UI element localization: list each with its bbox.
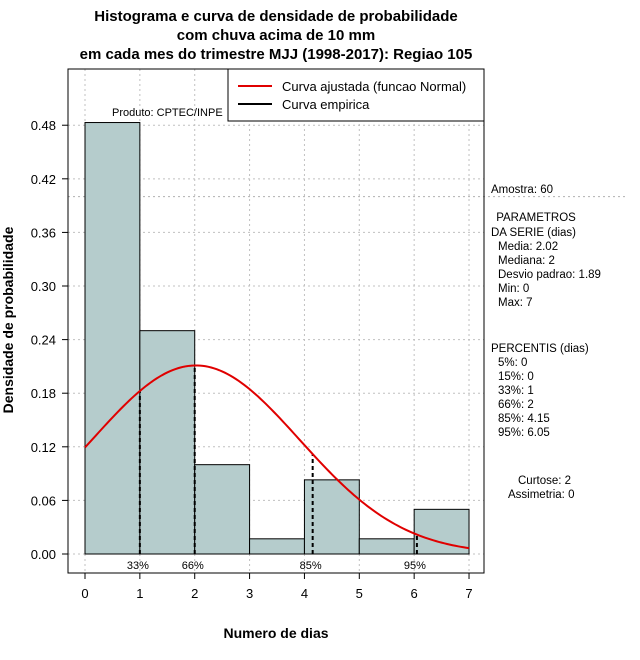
chart-title-line-3: em cada mes do trimestre MJJ (1998-2017)… [80,46,473,63]
y-tick-label-3: 0.18 [31,386,56,401]
param-desvio: Desvio padrao: 1.89 [498,269,601,281]
legend-label-empirical: Curva empirica [282,97,370,112]
percentil-85: 85%: 4.15 [498,413,550,425]
param-max: Max: 7 [498,297,533,309]
assimetria: Assimetria: 0 [508,489,574,501]
y-tick-label-7: 0.42 [31,172,56,187]
percentil-66: 66%: 2 [498,399,534,411]
histogram-bar-0 [84,122,141,555]
legend-box [227,68,485,122]
chart-title-line-1: Histograma e curva de densidade de proba… [94,8,457,25]
legend: Curva ajustada (funcao Normal) Curva emp… [227,68,485,122]
histogram-bars [84,122,470,555]
percentil-15: 15%: 0 [498,371,534,383]
percentil-95: 95%: 6.05 [498,427,550,439]
y-tick-label-1: 0.06 [31,493,56,508]
x-tick-label-6: 6 [411,586,418,601]
normal-curve-layer [84,364,470,550]
x-tick-label-4: 4 [301,586,308,601]
chart-title-line-2: com chuva acima de 10 mm [177,27,375,44]
x-tick-label-5: 5 [356,586,363,601]
histogram-bar-2 [194,464,251,555]
y-tick-label-4: 0.24 [31,333,56,348]
percentil-33: 33%: 1 [498,385,534,397]
x-tick-label-1: 1 [136,586,143,601]
x-tick-label-0: 0 [81,586,88,601]
percentile-label-1: 66% [182,560,204,572]
percentil-5: 5%: 0 [498,357,527,369]
stats-panel: Amostra: 60 PARAMETROS DA SERIE (dias) M… [491,184,601,501]
param-media: Media: 2.02 [498,241,558,253]
histogram-bar-5 [358,538,415,555]
y-axis-title: Densidade de probabilidade [0,226,16,413]
normal-curve [84,364,470,550]
x-axis-title: Numero de dias [223,625,328,641]
histogram-bar-1 [139,330,196,555]
curtose: Curtose: 2 [518,475,571,487]
y-tick-label-2: 0.12 [31,440,56,455]
params-header-2: DA SERIE (dias) [491,227,576,239]
percentile-label-3: 95% [404,560,426,572]
y-tick-label-0: 0.00 [31,547,56,562]
param-min: Min: 0 [498,283,529,295]
x-tick-label-2: 2 [191,586,198,601]
params-header-1: PARAMETROS [493,212,576,224]
legend-label-fit: Curva ajustada (funcao Normal) [282,79,466,94]
histogram-bar-3 [249,538,305,555]
percentis-header: PERCENTIS (dias) [491,343,589,355]
percentile-lines: 33% 66% 85% 95% [127,365,426,572]
y-tick-label-5: 0.30 [31,279,56,294]
product-label: Produto: CPTEC/INPE [112,107,223,119]
param-mediana: Mediana: 2 [498,255,555,267]
percentile-label-2: 85% [300,560,322,572]
x-tick-label-3: 3 [246,586,253,601]
sample-size: Amostra: 60 [491,184,553,196]
x-tick-label-7: 7 [465,586,472,601]
y-tick-label-8: 0.48 [31,118,56,133]
y-tick-label-6: 0.36 [31,225,56,240]
percentile-label-0: 33% [127,560,149,572]
